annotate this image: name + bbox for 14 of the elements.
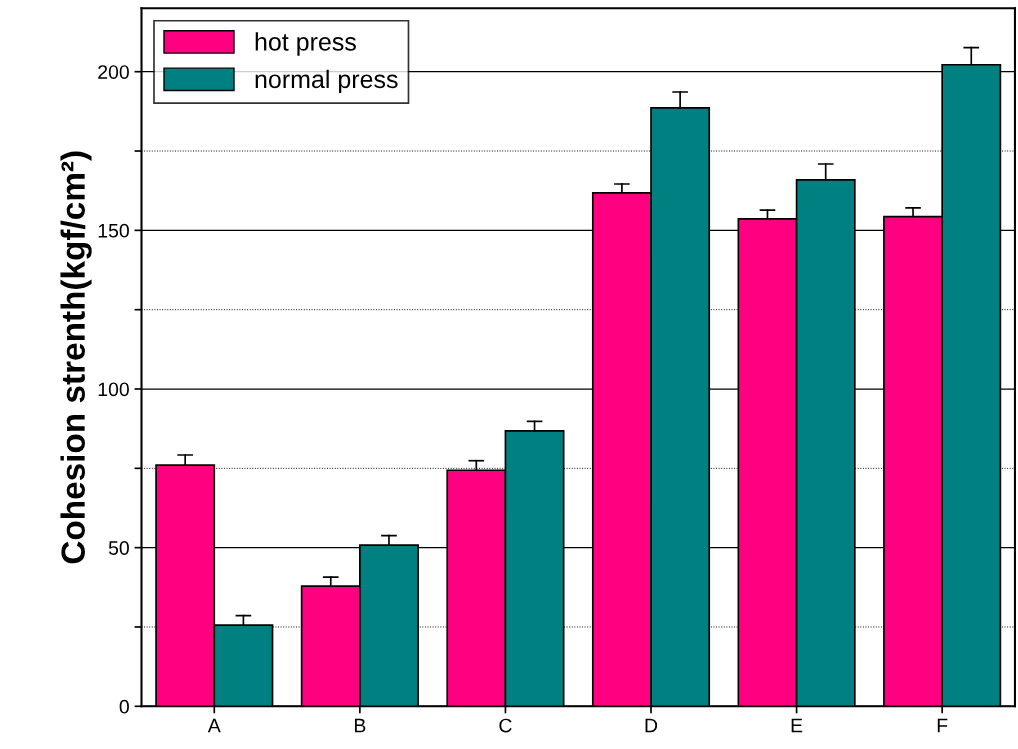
- x-tick-label: D: [645, 718, 658, 733]
- legend-label: hot press: [255, 32, 356, 56]
- x-tick-label: E: [791, 718, 803, 733]
- x-tick-label: C: [499, 718, 512, 733]
- x-tick-label: F: [937, 718, 948, 733]
- y-tick-label: 0: [119, 699, 129, 714]
- x-tick-label: A: [207, 718, 221, 733]
- y-axis-title: Cohesion strenth(kgf/cm²): [60, 151, 92, 564]
- x-tick-label: B: [354, 718, 366, 733]
- y-tick-label: 150: [98, 223, 129, 238]
- y-tick-label: 50: [108, 541, 129, 555]
- y-tick-label: 200: [98, 65, 129, 79]
- legend-label: normal press: [255, 69, 398, 94]
- y-tick-label: 100: [98, 382, 129, 397]
